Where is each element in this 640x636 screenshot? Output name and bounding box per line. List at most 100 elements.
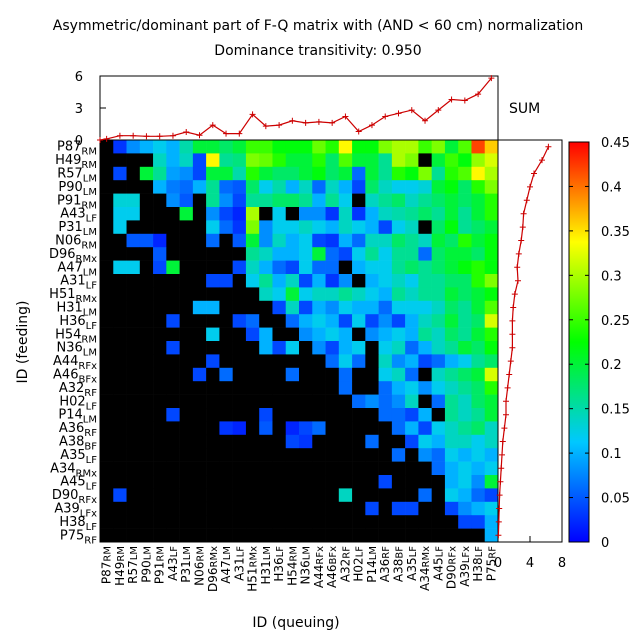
heatmap-cell xyxy=(272,287,287,302)
heatmap-cell xyxy=(219,327,233,342)
right-sum-point xyxy=(509,331,516,338)
heatmap-cell xyxy=(365,528,379,543)
heatmap-cell xyxy=(484,421,499,436)
heatmap-cell xyxy=(444,354,459,369)
heatmap-cell xyxy=(272,475,287,489)
heatmap-cell xyxy=(338,220,353,235)
heatmap-cell xyxy=(378,501,393,516)
heatmap-cell xyxy=(232,381,247,395)
heatmap-cell xyxy=(325,475,340,489)
heatmap-cell xyxy=(444,461,459,476)
heatmap-cell xyxy=(206,488,220,503)
heatmap-cell xyxy=(166,193,180,208)
top-sum-point xyxy=(422,117,429,124)
heatmap-cell xyxy=(100,381,114,395)
heatmap-cell xyxy=(219,274,233,288)
heatmap-cell xyxy=(444,153,459,168)
right-sum-point xyxy=(495,518,502,525)
heatmap-cell xyxy=(272,274,287,288)
heatmap-cell xyxy=(285,314,300,328)
heatmap-cell xyxy=(338,207,353,221)
heatmap-cell xyxy=(431,367,446,382)
heatmap-cell xyxy=(365,193,379,208)
heatmap-cell xyxy=(431,408,446,422)
heatmap-cell xyxy=(192,180,207,194)
heatmap-cell xyxy=(232,421,247,436)
heatmap-cell xyxy=(126,207,141,221)
y-tick-label: P87RM xyxy=(57,140,97,158)
y-tick-label: H54RM xyxy=(55,327,97,345)
heatmap-cell xyxy=(444,421,459,436)
heatmap-cell xyxy=(206,220,220,235)
heatmap-cell xyxy=(192,287,207,302)
heatmap-cell xyxy=(365,140,379,154)
heatmap-cell xyxy=(272,394,287,409)
heatmap-cell xyxy=(192,207,207,221)
heatmap-cell xyxy=(126,260,141,275)
heatmap-cell xyxy=(299,327,313,342)
heatmap-cell xyxy=(458,166,472,181)
heatmap-cell xyxy=(484,260,499,275)
heatmap-cell xyxy=(352,180,366,194)
y-tick-label: A31LF xyxy=(60,274,97,292)
heatmap-cell xyxy=(471,300,486,315)
heatmap-cell xyxy=(444,327,459,342)
heatmap-cell xyxy=(206,408,220,422)
top-sum-point xyxy=(97,137,103,143)
heatmap-cell xyxy=(100,207,114,221)
heatmap-cell xyxy=(100,408,114,422)
heatmap-cell xyxy=(259,354,273,369)
heatmap-cell xyxy=(325,153,340,168)
heatmap-cell xyxy=(299,153,313,168)
heatmap-cell xyxy=(471,394,486,409)
heatmap-cell xyxy=(139,193,154,208)
heatmap-cell xyxy=(325,207,340,221)
right-sum-point xyxy=(503,398,509,405)
heatmap-cell xyxy=(153,448,167,462)
heatmap-cell xyxy=(192,140,207,154)
heatmap-cell xyxy=(352,314,366,328)
heatmap-cell xyxy=(139,501,154,516)
heatmap-cell xyxy=(484,528,499,543)
right-sum-point xyxy=(506,371,513,378)
heatmap-cell xyxy=(391,381,406,395)
heatmap-cell xyxy=(484,475,499,489)
heatmap-cell xyxy=(458,233,472,248)
heatmap-cell xyxy=(299,220,313,235)
heatmap-cell xyxy=(458,528,472,543)
heatmap-cell xyxy=(312,193,326,208)
heatmap-cell xyxy=(352,247,366,261)
heatmap-cell xyxy=(352,260,366,275)
top-sum-point xyxy=(395,110,402,117)
top-sum-point xyxy=(223,130,230,137)
heatmap-cell xyxy=(471,408,486,422)
heatmap-cell xyxy=(338,233,353,248)
heatmap-cell xyxy=(338,448,353,462)
heatmap-cell xyxy=(285,434,300,449)
heatmap-cell xyxy=(418,475,432,489)
heatmap-cell xyxy=(139,247,154,261)
heatmap-cell xyxy=(365,180,379,194)
heatmap-cell xyxy=(365,408,379,422)
heatmap-cell xyxy=(325,233,340,248)
heatmap-cell xyxy=(232,247,247,261)
heatmap-cell xyxy=(325,274,340,288)
heatmap-cell xyxy=(166,421,180,436)
heatmap-cell xyxy=(431,327,446,342)
heatmap-cell xyxy=(471,434,486,449)
heatmap-cell xyxy=(484,434,499,449)
heatmap-cell xyxy=(232,233,247,248)
heatmap-cell xyxy=(113,274,127,288)
y-tick-label: P75RF xyxy=(60,528,97,546)
y-tick-label: H51RMx xyxy=(49,287,97,305)
heatmap-cell xyxy=(179,193,194,208)
heatmap-cell xyxy=(232,140,247,154)
right-sum-point xyxy=(509,344,516,351)
heatmap-cell xyxy=(259,193,273,208)
right-panel-frame xyxy=(497,139,563,543)
heatmap-cell xyxy=(285,193,300,208)
heatmap-cell xyxy=(179,314,194,328)
heatmap-cell xyxy=(100,501,114,516)
heatmap-cell xyxy=(206,233,220,248)
heatmap-cell xyxy=(192,394,207,409)
